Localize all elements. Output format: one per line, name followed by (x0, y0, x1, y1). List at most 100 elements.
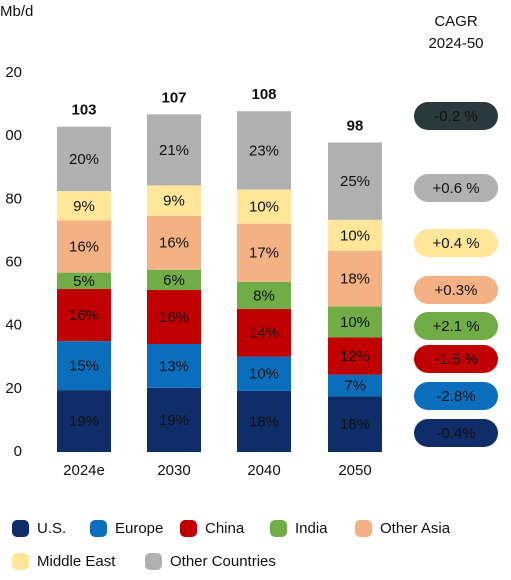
data-label: 21% (159, 142, 189, 159)
bar-segment (57, 341, 111, 391)
legend-label: China (205, 520, 245, 537)
data-label: 16% (69, 239, 99, 256)
bar-segment (57, 272, 111, 290)
cagr-label: +0.6 % (432, 180, 479, 197)
y-tick-label: 20 (5, 380, 22, 397)
data-label: 9% (163, 193, 185, 210)
legend-swatch (145, 553, 162, 570)
bar-segment (328, 396, 382, 452)
legend-swatch (12, 520, 29, 537)
legend-label: India (295, 520, 328, 537)
y-tick-label: 60 (5, 253, 22, 270)
cagr-pill (414, 229, 498, 257)
y-tick-label: 40 (5, 317, 22, 334)
data-label: 14% (249, 325, 279, 342)
data-label: 18% (249, 413, 279, 430)
bar-segment (237, 281, 291, 309)
cagr-label: -1.5 % (434, 351, 477, 368)
bar-segment (237, 111, 291, 190)
legend-label: Middle East (37, 553, 116, 570)
total-label: 98 (347, 117, 364, 134)
legend-swatch (270, 520, 287, 537)
cagr-label: +0.3% (435, 282, 478, 299)
y-axis-label: Mb/d (0, 3, 33, 20)
data-label: 10% (340, 314, 370, 331)
x-tick-label: 2040 (247, 462, 280, 479)
y-tick-label: 80 (5, 190, 22, 207)
bar-segment (237, 189, 291, 224)
bar-segment (328, 306, 382, 338)
data-label: 7% (344, 377, 366, 394)
data-label: 20% (69, 151, 99, 168)
y-tick-label: 20 (5, 64, 22, 81)
cagr-title: CAGR (434, 13, 478, 30)
total-label: 107 (161, 89, 186, 106)
x-tick-label: 2024e (63, 462, 105, 479)
bar-segment (147, 185, 201, 216)
data-label: 10% (249, 199, 279, 216)
data-label: 18% (340, 271, 370, 288)
cagr-label: +0.4 % (432, 235, 479, 252)
data-label: 16% (159, 235, 189, 252)
bar-segment (237, 356, 291, 391)
bar-segment (147, 289, 201, 344)
data-label: 19% (69, 413, 99, 430)
bar-segment (57, 220, 111, 273)
cagr-label: -2.8% (436, 388, 475, 405)
cagr-pill (414, 345, 498, 373)
bar-segment (328, 250, 382, 307)
bar-segment (147, 343, 201, 388)
bar-segment (147, 269, 201, 290)
y-tick-label: 00 (5, 127, 22, 144)
legend-swatch (355, 520, 372, 537)
data-label: 17% (249, 245, 279, 262)
bar-segment (147, 215, 201, 270)
legend-label: Other Asia (380, 520, 451, 537)
legend-label: U.S. (37, 520, 66, 537)
cagr-pill (414, 382, 498, 410)
cagr-pill (414, 312, 498, 340)
cagr-label: -0.2 % (434, 108, 477, 125)
bar-segment (147, 387, 201, 452)
y-tick-label: 0 (14, 443, 22, 460)
bar-segment (57, 191, 111, 221)
legend-label: Europe (115, 520, 163, 537)
bar-segment (328, 142, 382, 220)
cagr-title: 2024-50 (428, 35, 483, 52)
bar-segment (57, 289, 111, 342)
bar-segment (147, 114, 201, 186)
bar-segment (57, 126, 111, 192)
x-tick-label: 2050 (338, 462, 371, 479)
data-label: 5% (73, 273, 95, 290)
bar-segment (237, 308, 291, 357)
legend-swatch (12, 553, 29, 570)
data-label: 8% (253, 287, 275, 304)
data-label: 6% (163, 272, 185, 289)
data-label: 10% (340, 227, 370, 244)
bar-segment (328, 219, 382, 251)
total-label: 103 (71, 102, 96, 119)
legend-swatch (90, 520, 107, 537)
x-tick-label: 2030 (157, 462, 190, 479)
data-label: 10% (249, 366, 279, 383)
cagr-pill (414, 174, 498, 202)
bar-segment (328, 337, 382, 375)
data-label: 9% (73, 198, 95, 215)
bar-segment (237, 390, 291, 452)
bar-segment (328, 374, 382, 397)
data-label: 25% (340, 173, 370, 190)
data-label: 12% (340, 348, 370, 365)
bar-segment (57, 390, 111, 452)
cagr-pill (414, 419, 498, 447)
legend-label: Other Countries (170, 553, 276, 570)
data-label: 18% (340, 416, 370, 433)
data-label: 16% (69, 307, 99, 324)
cagr-label: +2.1 % (432, 318, 479, 335)
data-label: 16% (159, 309, 189, 326)
bar-segment (237, 223, 291, 282)
legend-swatch (180, 520, 197, 537)
data-label: 23% (249, 142, 279, 159)
total-label: 108 (251, 86, 276, 103)
cagr-pill (414, 276, 498, 304)
